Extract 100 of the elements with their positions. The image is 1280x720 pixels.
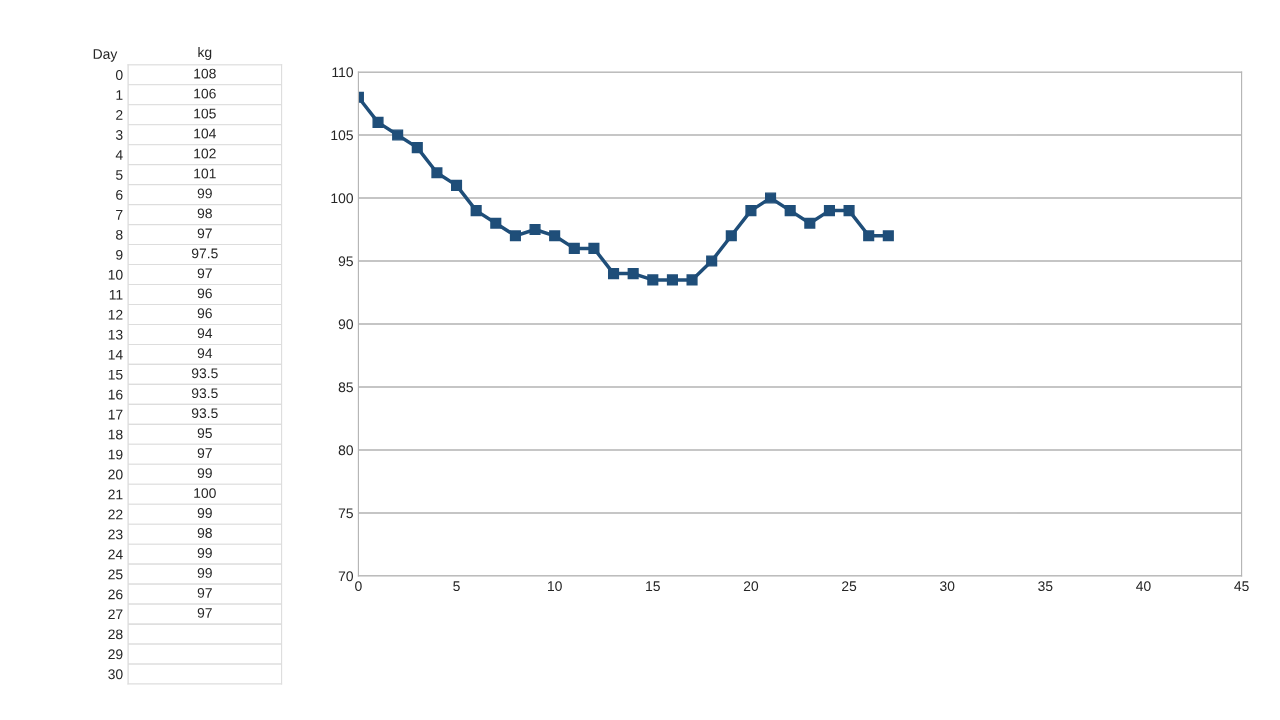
data-label: 98 [197, 528, 212, 538]
y-tick-label: 29 [108, 649, 123, 660]
y-tick-label: 9 [116, 249, 123, 260]
data-label: 101 [194, 168, 216, 179]
data-label: 99 [197, 188, 212, 199]
data-label: 108 [194, 68, 216, 79]
data-label: 97 [197, 607, 212, 618]
point [706, 255, 718, 267]
y-tick-label: 6 [116, 189, 123, 200]
y-axis-title: Day [93, 49, 118, 62]
y-tick-label: 105 [331, 130, 353, 141]
data-label: 97 [197, 228, 212, 239]
y-tick-label: 95 [338, 256, 353, 267]
y-tick-label: 12 [108, 309, 123, 320]
y-tick-label: 90 [338, 319, 353, 330]
point [549, 230, 561, 242]
point [823, 205, 835, 217]
data-label: 97 [197, 448, 212, 459]
y-tick-label: 8 [116, 229, 123, 240]
point [372, 116, 384, 128]
y-tick-label: 16 [108, 389, 123, 400]
y-tick-label: 110 [332, 67, 353, 78]
y-tick-label: 20 [108, 469, 123, 480]
y-tick-label: 75 [338, 508, 353, 519]
y-tick-label: 5 [115, 170, 123, 180]
data-label: 99 [197, 508, 212, 518]
point [686, 274, 698, 286]
data-label: 94 [197, 348, 213, 359]
point [509, 230, 521, 242]
point [568, 242, 580, 254]
point [647, 274, 659, 286]
x-tick-label: 45 [1234, 581, 1249, 592]
data-label: 93.5 [191, 368, 218, 379]
point [392, 129, 404, 141]
y-tick-label: 18 [108, 429, 123, 440]
y-tick-label: 11 [109, 289, 123, 300]
point [843, 205, 855, 217]
y-tick-label: 23 [108, 529, 123, 540]
data-label: 99 [197, 468, 212, 478]
data-label: 93.5 [191, 408, 218, 419]
data-label: 106 [194, 88, 216, 99]
y-tick-label: 19 [108, 449, 123, 460]
y-tick-label: 2 [116, 110, 123, 120]
y-tick-label: 0 [115, 70, 123, 80]
point [804, 217, 816, 229]
y-tick-label: 14 [108, 349, 123, 360]
y-tick-label: 70 [338, 571, 353, 582]
x-tick-label: 10 [548, 581, 562, 592]
y-tick-label: 27 [108, 609, 123, 620]
point [529, 223, 541, 236]
x-tick-label: 0 [355, 581, 362, 592]
data-label: 96 [197, 288, 212, 299]
y-tick-label: 7 [116, 210, 123, 220]
x-tick-label: 5 [453, 581, 460, 592]
data-label: 98 [197, 208, 212, 219]
point [863, 230, 875, 242]
data-label: 99 [197, 548, 212, 558]
point [470, 205, 482, 217]
data-label: 102 [194, 148, 216, 159]
x-tick-label: 15 [646, 581, 660, 592]
y-tick-label: 30 [108, 669, 123, 680]
data-label: 97.5 [191, 248, 218, 259]
data-label: 93.5 [191, 388, 218, 399]
x-tick-label: kg [198, 46, 212, 60]
data-label: 104 [194, 128, 216, 139]
point [411, 142, 423, 154]
y-tick-label: 17 [108, 409, 123, 420]
y-tick-label: 4 [115, 150, 123, 160]
point [725, 230, 737, 242]
y-tick-label: 10 [108, 269, 123, 280]
x-tick-label: 25 [842, 581, 857, 592]
point [765, 192, 777, 204]
y-tick-label: 100 [331, 193, 353, 204]
point [784, 205, 796, 217]
y-tick-label: 26 [108, 589, 123, 600]
data-label: 105 [194, 108, 216, 119]
point [666, 274, 678, 286]
point [882, 230, 894, 242]
y-tick-label: 85 [338, 382, 353, 393]
data-label: 97 [197, 588, 212, 598]
point [431, 167, 443, 179]
y-tick-label: 22 [108, 509, 123, 520]
point [450, 179, 463, 191]
y-tick-label: 21 [108, 489, 123, 500]
point [490, 217, 502, 229]
x-tick-label: 40 [1136, 581, 1151, 592]
point [627, 268, 639, 280]
y-tick-label: 28 [108, 629, 123, 640]
data-label: 97 [197, 268, 212, 279]
y-tick-label: 24 [108, 549, 123, 560]
data-label: 96 [197, 308, 212, 319]
data-label: 100 [194, 488, 216, 498]
x-tick-label: 35 [1038, 581, 1053, 592]
point [745, 205, 757, 217]
point [607, 268, 620, 280]
y-tick-label: 15 [108, 369, 123, 380]
x-tick-label: 30 [940, 581, 955, 592]
point [588, 242, 600, 254]
data-label: 94 [197, 328, 213, 339]
y-tick-label: 3 [115, 130, 123, 140]
